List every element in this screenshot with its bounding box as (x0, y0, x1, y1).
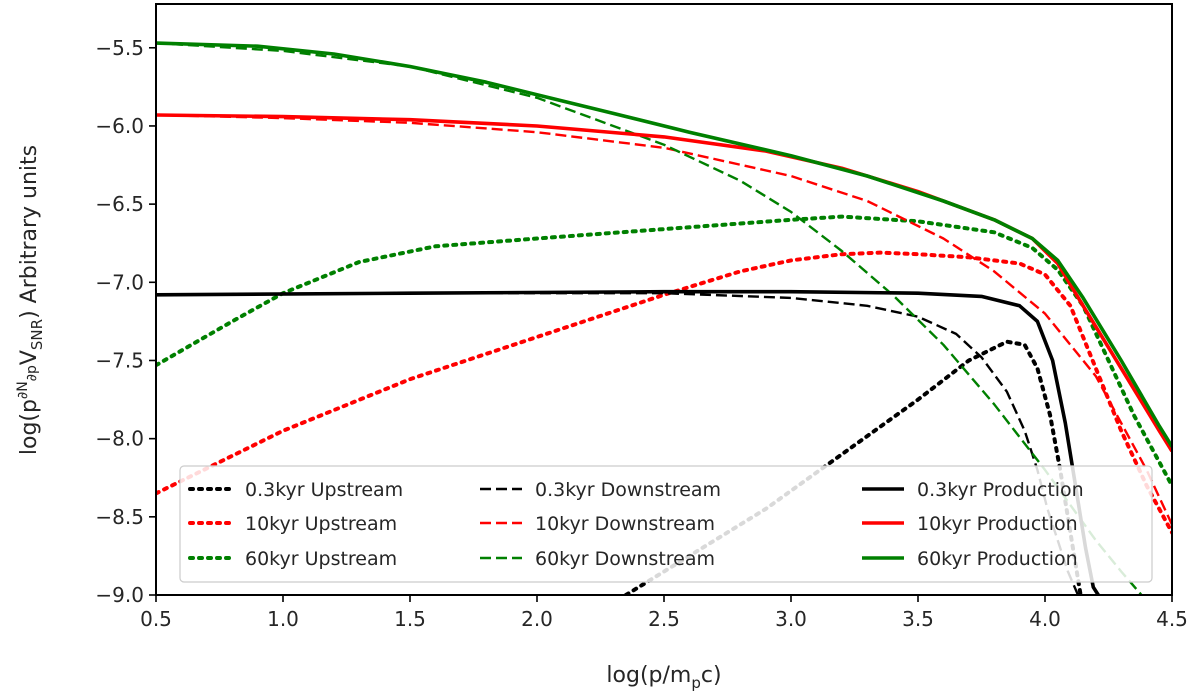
legend-label: 10kyr Downstream (535, 513, 715, 535)
legend-label: 60kyr Production (917, 548, 1078, 570)
x-tick-label: 4.0 (1029, 607, 1061, 631)
y-tick-label: −6.0 (95, 114, 144, 138)
legend-label: 0.3kyr Downstream (535, 479, 721, 501)
y-tick-label: −7.5 (95, 348, 144, 372)
legend-label: 60kyr Downstream (535, 548, 715, 570)
y-axis-label: log(p∂N∂pVSNR) Arbitrary units (15, 145, 46, 455)
legend-label: 0.3kyr Production (917, 479, 1084, 501)
series-line-10kyr-downstream (156, 113, 1172, 526)
legend-label: 0.3kyr Upstream (245, 479, 403, 501)
x-tick-label: 0.5 (140, 607, 172, 631)
y-tick-label: −7.0 (95, 270, 144, 294)
x-tick-label: 4.5 (1156, 607, 1188, 631)
x-tick-label: 1.0 (267, 607, 299, 631)
series-line-10kyr-upstream (156, 250, 1172, 535)
legend-label: 10kyr Production (917, 513, 1078, 535)
tick-layer: 0.5 1.0 1.5 2.0 2.5 3.0 3.5 4.0 4.5 −5.5 −6.0 −6.5 −… (95, 36, 1187, 631)
series-line-60kyr-upstream (156, 214, 1172, 488)
series-line-60kyr-production (156, 41, 1172, 448)
y-tick-label: −8.0 (95, 427, 144, 451)
x-tick-label: 2.5 (648, 607, 680, 631)
legend-label: 10kyr Upstream (245, 513, 397, 535)
legend: 0.3kyr Upstream 10kyr Upstream 60kyr Upstr… (179, 465, 1153, 583)
y-tick-label: −5.5 (95, 36, 144, 60)
y-tick-label: −9.0 (95, 583, 144, 607)
legend-label: 60kyr Upstream (245, 548, 397, 570)
x-tick-label: 3.5 (902, 607, 934, 631)
legend-items: 0.3kyr Upstream 10kyr Upstream 60kyr Upstr… (188, 479, 1084, 570)
y-tick-label: −8.5 (95, 505, 144, 529)
x-tick-label: 3.0 (775, 607, 807, 631)
x-axis-label: log(p/mpc) (606, 663, 721, 692)
x-tick-label: 2.0 (521, 607, 553, 631)
legend-frame (179, 465, 1153, 583)
series-layer (156, 41, 1172, 595)
x-tick-label: 1.5 (394, 607, 426, 631)
y-tick-label: −6.5 (95, 192, 144, 216)
